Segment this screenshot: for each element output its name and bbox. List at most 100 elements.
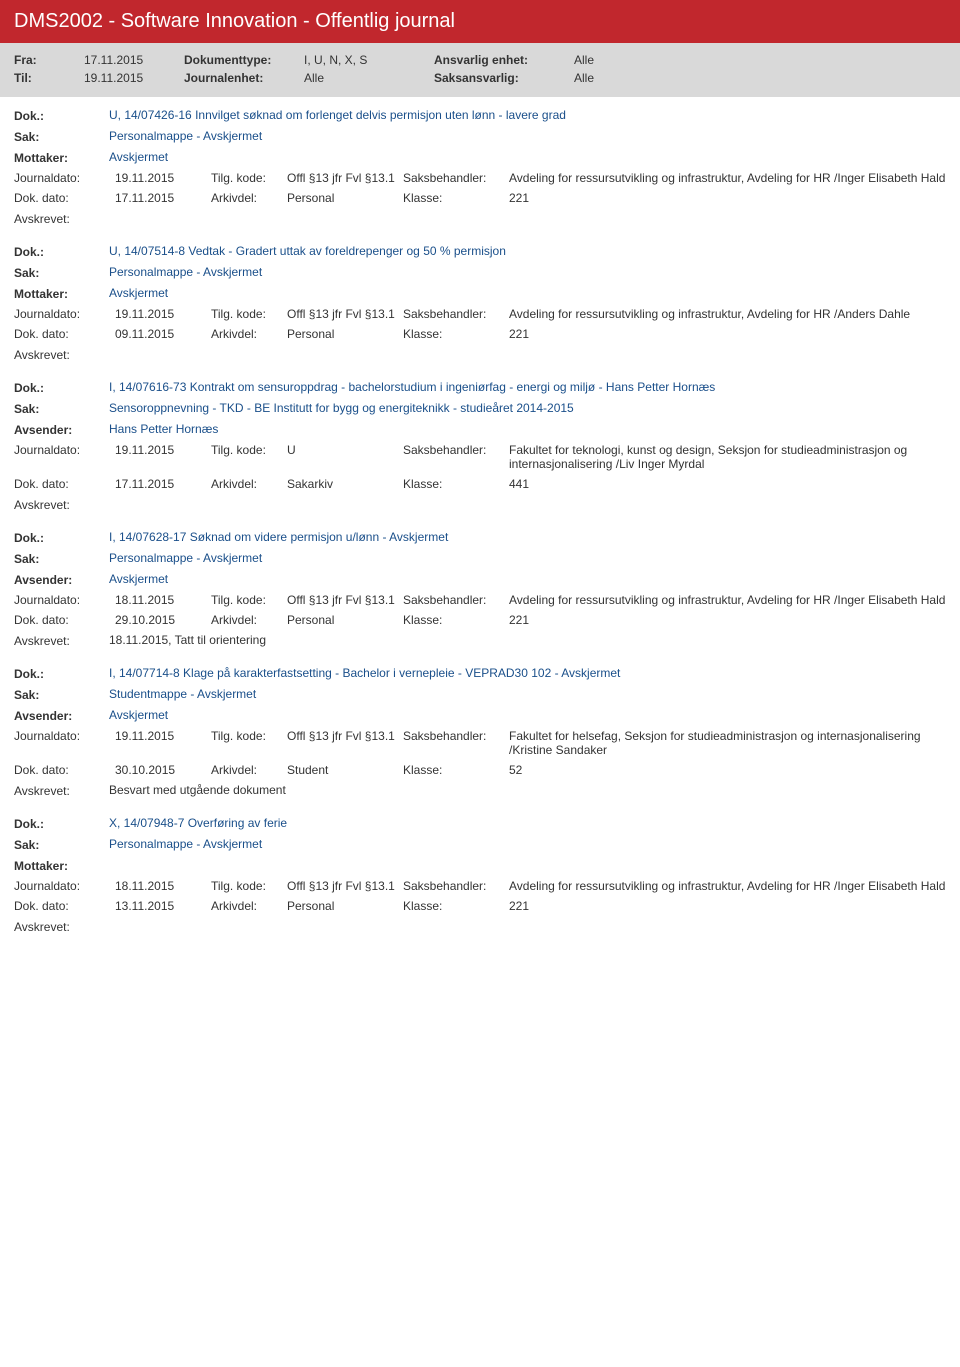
dok-label: Dok.: bbox=[14, 380, 109, 395]
dokdato-value: 13.11.2015 bbox=[115, 899, 205, 913]
sak-value: Personalmappe - Avskjermet bbox=[109, 551, 262, 565]
avskrevet-label: Avskrevet: bbox=[14, 633, 109, 648]
saksbehandler-label: Saksbehandler: bbox=[403, 443, 503, 457]
klasse-label: Klasse: bbox=[403, 191, 503, 205]
journaldato-value: 18.11.2015 bbox=[115, 593, 205, 607]
tilgkode-label: Tilg. kode: bbox=[211, 593, 281, 607]
dok-label: Dok.: bbox=[14, 666, 109, 681]
dok-value: I, 14/07628-17 Søknad om videre permisjo… bbox=[109, 530, 448, 544]
tilgkode-value: U bbox=[287, 443, 397, 457]
arkivdel-label: Arkivdel: bbox=[211, 613, 281, 627]
dokdato-label: Dok. dato: bbox=[14, 613, 109, 627]
avskrevet-value: Besvart med utgående dokument bbox=[109, 783, 286, 797]
party-label: Mottaker: bbox=[14, 286, 109, 301]
filter-journalenhet-label: Journalenhet: bbox=[184, 71, 304, 85]
dokdato-value: 30.10.2015 bbox=[115, 763, 205, 777]
arkivdel-label: Arkivdel: bbox=[211, 477, 281, 491]
sak-label: Sak: bbox=[14, 551, 109, 566]
sak-value: Personalmappe - Avskjermet bbox=[109, 129, 262, 143]
journal-record: Dok.: U, 14/07426-16 Innvilget søknad om… bbox=[0, 97, 960, 233]
filter-ansvarlig: Alle bbox=[574, 53, 594, 67]
saksbehandler-value: Fakultet for helsefag, Seksjon for studi… bbox=[509, 729, 946, 757]
avskrevet-label: Avskrevet: bbox=[14, 919, 109, 934]
dokdato-label: Dok. dato: bbox=[14, 899, 109, 913]
saksbehandler-label: Saksbehandler: bbox=[403, 879, 503, 893]
arkivdel-label: Arkivdel: bbox=[211, 327, 281, 341]
dok-label: Dok.: bbox=[14, 530, 109, 545]
dok-value: X, 14/07948-7 Overføring av ferie bbox=[109, 816, 287, 830]
saksbehandler-label: Saksbehandler: bbox=[403, 593, 503, 607]
party-value: Avskjermet bbox=[109, 150, 168, 164]
journal-record: Dok.: U, 14/07514-8 Vedtak - Gradert utt… bbox=[0, 233, 960, 369]
party-value: Hans Petter Hornæs bbox=[109, 422, 218, 436]
arkivdel-value: Student bbox=[287, 763, 397, 777]
klasse-label: Klasse: bbox=[403, 763, 503, 777]
dokdato-label: Dok. dato: bbox=[14, 191, 109, 205]
avskrevet-value: 18.11.2015, Tatt til orientering bbox=[109, 633, 266, 647]
journaldato-value: 19.11.2015 bbox=[115, 729, 205, 743]
sak-label: Sak: bbox=[14, 401, 109, 416]
saksbehandler-value: Avdeling for ressursutvikling og infrast… bbox=[509, 879, 946, 893]
saksbehandler-value: Avdeling for ressursutvikling og infrast… bbox=[509, 593, 946, 607]
journal-record: Dok.: X, 14/07948-7 Overføring av ferie … bbox=[0, 805, 960, 941]
filter-saksansvarlig: Alle bbox=[574, 71, 594, 85]
filter-til-label: Til: bbox=[14, 71, 84, 85]
sak-label: Sak: bbox=[14, 129, 109, 144]
filter-til: 19.11.2015 bbox=[84, 71, 184, 85]
tilgkode-label: Tilg. kode: bbox=[211, 729, 281, 743]
dokdato-value: 09.11.2015 bbox=[115, 327, 205, 341]
journal-record: Dok.: I, 14/07628-17 Søknad om videre pe… bbox=[0, 519, 960, 655]
dokdato-label: Dok. dato: bbox=[14, 477, 109, 491]
tilgkode-label: Tilg. kode: bbox=[211, 307, 281, 321]
dokdato-label: Dok. dato: bbox=[14, 327, 109, 341]
dok-value: I, 14/07714-8 Klage på karakterfastsetti… bbox=[109, 666, 620, 680]
journaldato-label: Journaldato: bbox=[14, 879, 109, 893]
klasse-value: 221 bbox=[509, 327, 946, 341]
klasse-value: 52 bbox=[509, 763, 946, 777]
dok-value: U, 14/07426-16 Innvilget søknad om forle… bbox=[109, 108, 566, 122]
filter-doktype: I, U, N, X, S bbox=[304, 53, 434, 67]
arkivdel-value: Sakarkiv bbox=[287, 477, 397, 491]
klasse-label: Klasse: bbox=[403, 613, 503, 627]
dokdato-label: Dok. dato: bbox=[14, 763, 109, 777]
filter-doktype-label: Dokumenttype: bbox=[184, 53, 304, 67]
journaldato-value: 19.11.2015 bbox=[115, 443, 205, 457]
party-value: Avskjermet bbox=[109, 708, 168, 722]
klasse-value: 441 bbox=[509, 477, 946, 491]
saksbehandler-value: Avdeling for ressursutvikling og infrast… bbox=[509, 171, 946, 185]
journaldato-label: Journaldato: bbox=[14, 171, 109, 185]
arkivdel-label: Arkivdel: bbox=[211, 899, 281, 913]
dokdato-value: 17.11.2015 bbox=[115, 477, 205, 491]
filter-fra: 17.11.2015 bbox=[84, 53, 184, 67]
journaldato-label: Journaldato: bbox=[14, 307, 109, 321]
klasse-value: 221 bbox=[509, 899, 946, 913]
sak-label: Sak: bbox=[14, 265, 109, 280]
party-value: Avskjermet bbox=[109, 572, 168, 586]
tilgkode-value: Offl §13 jfr Fvl §13.1 bbox=[287, 593, 397, 607]
sak-value: Personalmappe - Avskjermet bbox=[109, 837, 262, 851]
dok-label: Dok.: bbox=[14, 244, 109, 259]
filter-panel: Fra: 17.11.2015 Dokumenttype: I, U, N, X… bbox=[0, 43, 960, 97]
tilgkode-value: Offl §13 jfr Fvl §13.1 bbox=[287, 879, 397, 893]
party-label: Mottaker: bbox=[14, 858, 109, 873]
journaldato-label: Journaldato: bbox=[14, 729, 109, 743]
party-label: Mottaker: bbox=[14, 150, 109, 165]
party-label: Avsender: bbox=[14, 422, 109, 437]
klasse-label: Klasse: bbox=[403, 327, 503, 341]
dok-label: Dok.: bbox=[14, 816, 109, 831]
filter-ansvarlig-label: Ansvarlig enhet: bbox=[434, 53, 574, 67]
dok-value: U, 14/07514-8 Vedtak - Gradert uttak av … bbox=[109, 244, 506, 258]
sak-label: Sak: bbox=[14, 687, 109, 702]
journal-record: Dok.: I, 14/07616-73 Kontrakt om sensuro… bbox=[0, 369, 960, 519]
avskrevet-label: Avskrevet: bbox=[14, 497, 109, 512]
saksbehandler-label: Saksbehandler: bbox=[403, 171, 503, 185]
tilgkode-label: Tilg. kode: bbox=[211, 879, 281, 893]
journaldato-value: 18.11.2015 bbox=[115, 879, 205, 893]
journaldato-label: Journaldato: bbox=[14, 593, 109, 607]
dokdato-value: 29.10.2015 bbox=[115, 613, 205, 627]
dok-value: I, 14/07616-73 Kontrakt om sensuroppdrag… bbox=[109, 380, 715, 394]
tilgkode-value: Offl §13 jfr Fvl §13.1 bbox=[287, 171, 397, 185]
sak-value: Sensoroppnevning - TKD - BE Institutt fo… bbox=[109, 401, 574, 415]
saksbehandler-value: Fakultet for teknologi, kunst og design,… bbox=[509, 443, 946, 471]
arkivdel-value: Personal bbox=[287, 327, 397, 341]
